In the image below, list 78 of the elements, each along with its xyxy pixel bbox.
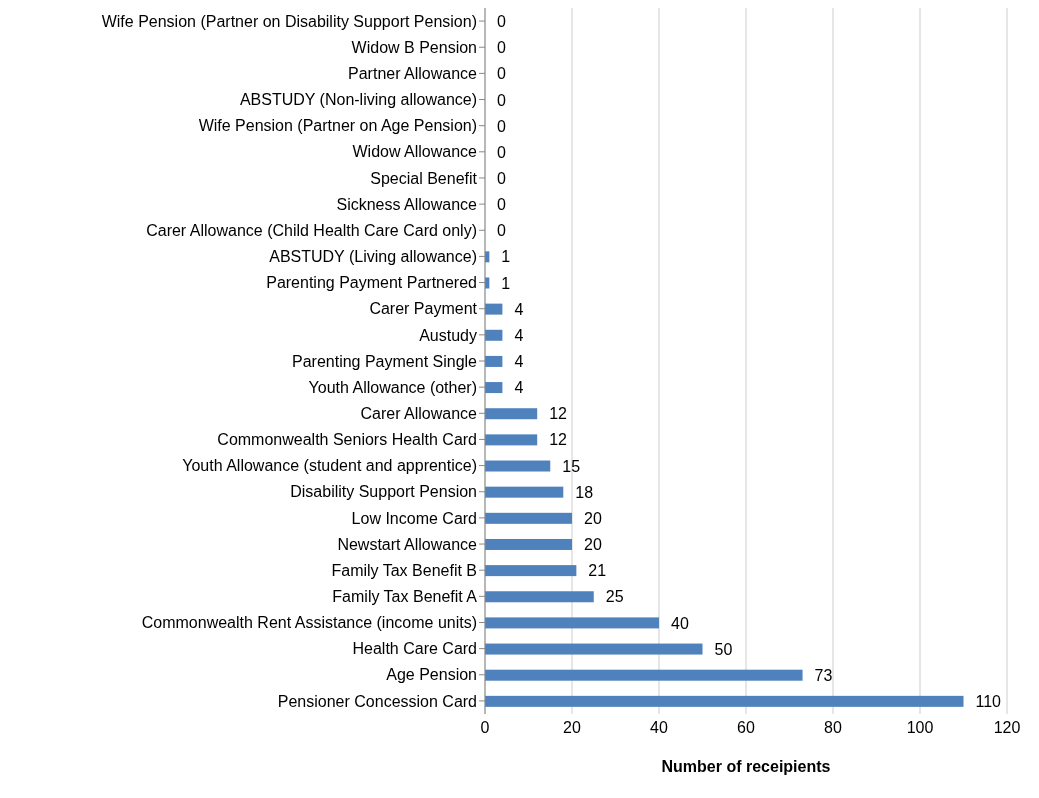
bar [485, 695, 964, 707]
y-tick-label: Family Tax Benefit B [331, 561, 477, 579]
data-label: 20 [584, 536, 602, 554]
x-tick-label: 0 [480, 719, 490, 737]
bar [485, 565, 577, 577]
y-tick-label: Wife Pension (Partner on Age Pension) [198, 117, 477, 135]
bar [485, 382, 503, 394]
y-tick-label: Low Income Card [351, 509, 477, 527]
bar [485, 643, 703, 655]
data-label: 12 [549, 405, 568, 423]
data-label: 18 [575, 483, 594, 501]
y-tick-label: Special Benefit [370, 169, 478, 187]
data-label: 0 [497, 65, 506, 83]
y-tick-label: Newstart Allowance [337, 535, 478, 553]
y-tick-label: Youth Allowance (student and apprentice) [182, 457, 477, 475]
bar [485, 591, 594, 603]
bar [485, 460, 551, 472]
y-tick-label: Partner Allowance [348, 65, 478, 83]
y-tick-label: Sickness Allowance [336, 195, 478, 213]
data-label: 0 [497, 169, 506, 187]
data-label: 0 [497, 91, 506, 109]
y-tick-label: Widow B Pension [351, 38, 477, 56]
data-label: 1 [501, 274, 511, 292]
bar [485, 355, 503, 367]
data-label: 0 [497, 39, 506, 57]
bar [485, 303, 503, 315]
x-tick-label: 40 [650, 719, 668, 737]
data-label: 1 [501, 248, 511, 266]
data-label: 50 [714, 640, 733, 658]
data-label: 0 [497, 143, 506, 161]
data-label: 4 [514, 353, 524, 371]
bar [485, 486, 564, 498]
data-label: 15 [562, 457, 581, 475]
data-label: 110 [975, 692, 1002, 710]
bar [485, 512, 572, 524]
y-tick-label: Carer Allowance (Child Health Care Card only) [146, 221, 477, 239]
bar [485, 669, 803, 681]
bar [485, 538, 572, 550]
bar [485, 329, 503, 341]
data-label: 0 [497, 196, 506, 214]
y-tick-label: Pensioner Concession Card [277, 692, 477, 710]
y-tick-label: Carer Allowance [360, 404, 478, 422]
y-tick-label: Health Care Card [352, 640, 477, 658]
x-tick-label: 100 [906, 719, 934, 737]
y-tick-label: Carer Payment [369, 300, 478, 318]
data-label: 4 [514, 326, 524, 344]
data-label: 0 [497, 222, 506, 240]
x-axis-title: Number of receipients [661, 758, 831, 775]
y-tick-label: Widow Allowance [352, 143, 478, 161]
data-label: 0 [497, 117, 506, 135]
y-tick-label: Commonwealth Rent Assistance (income units) [141, 614, 477, 632]
data-label: 40 [671, 614, 689, 632]
x-tick-label: 20 [563, 719, 581, 737]
y-tick-label: Wife Pension (Partner on Disability Support Pension) [101, 12, 477, 30]
y-tick-label: Commonwealth Seniors Health Card [217, 431, 477, 449]
data-label: 20 [584, 509, 602, 527]
data-label: 0 [497, 13, 506, 31]
data-label: 4 [514, 379, 524, 397]
y-tick-label: Austudy [419, 326, 477, 344]
x-tick-label: 120 [993, 719, 1021, 737]
y-tick-label: Disability Support Pension [290, 483, 477, 501]
y-tick-label: Parenting Payment Single [292, 352, 478, 370]
y-tick-label: Family Tax Benefit A [332, 588, 478, 606]
y-tick-label: ABSTUDY (Non-living allowance) [239, 91, 477, 109]
y-tick-label: Youth Allowance (other) [308, 378, 477, 396]
data-label: 12 [549, 431, 568, 449]
x-tick-label: 80 [824, 719, 842, 737]
bar [485, 434, 538, 446]
y-tick-label: ABSTUDY (Living allowance) [269, 248, 477, 266]
data-label: 73 [814, 666, 833, 684]
bar [485, 617, 659, 629]
data-label: 25 [605, 588, 624, 606]
y-tick-label: Age Pension [386, 666, 477, 684]
x-tick-label: 60 [737, 719, 755, 737]
data-label: 21 [588, 562, 607, 580]
data-label: 4 [514, 300, 524, 318]
bar [485, 408, 538, 420]
y-tick-label: Parenting Payment Partnered [266, 274, 477, 292]
